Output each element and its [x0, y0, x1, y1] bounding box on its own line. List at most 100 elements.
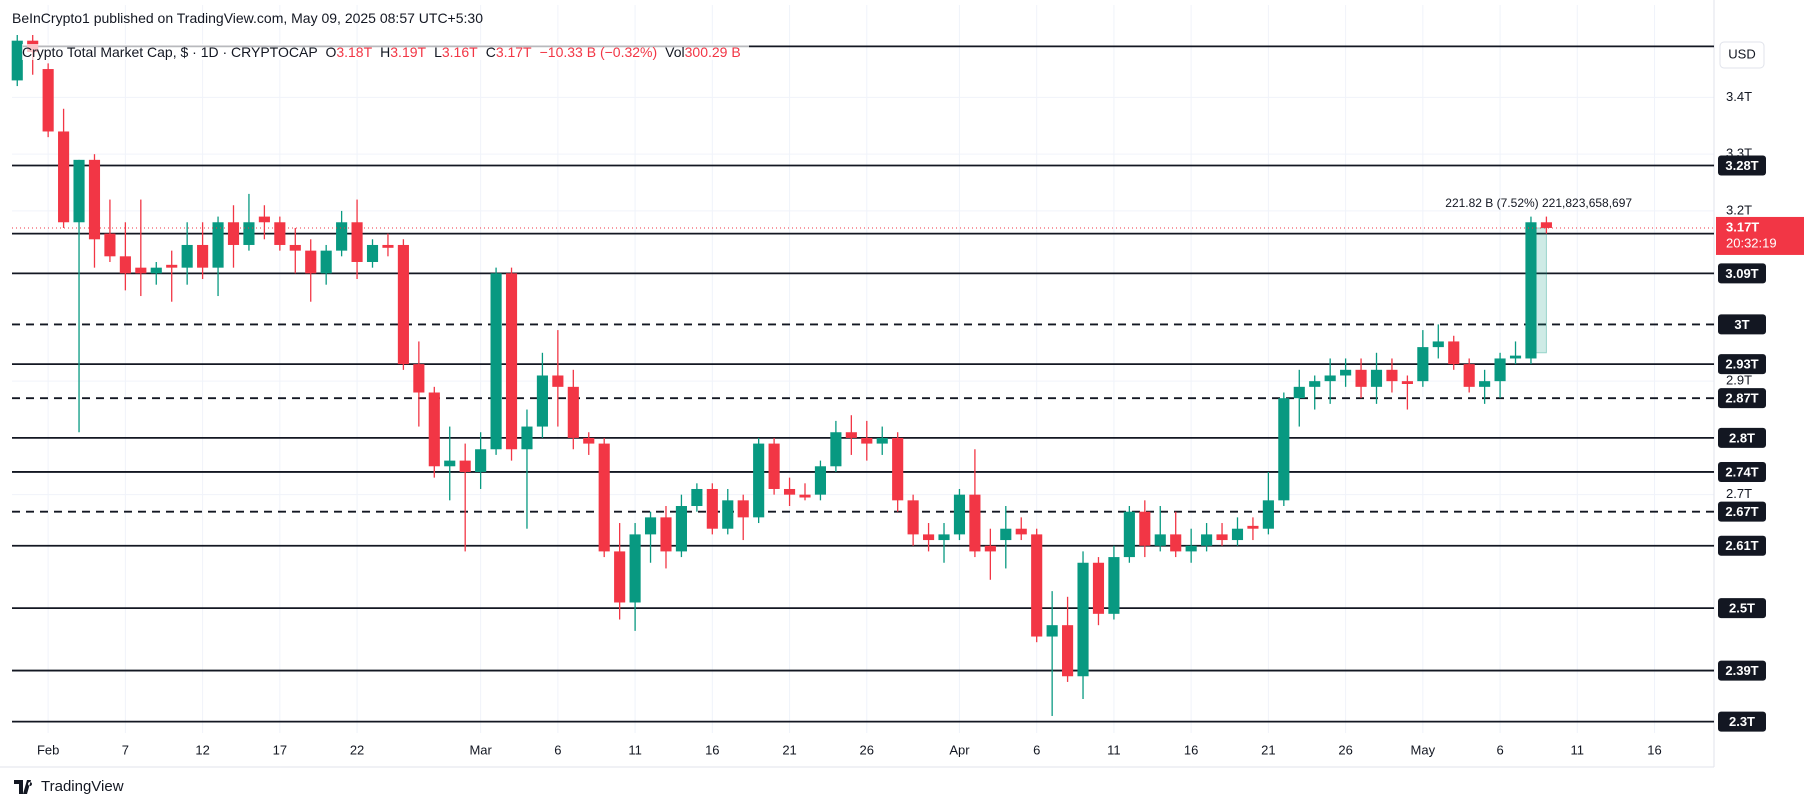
candle-body — [197, 244, 209, 268]
candle-body — [150, 267, 162, 274]
candle-body — [660, 517, 672, 552]
candle-body — [243, 222, 255, 245]
candle-body — [1185, 545, 1197, 552]
candle-body — [1525, 222, 1537, 359]
ohlc-value: 3.16T — [441, 44, 478, 60]
candle-body — [42, 69, 54, 132]
candle-body — [1201, 534, 1213, 546]
candle-body — [536, 375, 548, 427]
ohlc-key: H — [380, 44, 391, 60]
candle-body — [459, 460, 471, 472]
level-label-box — [1718, 598, 1766, 619]
candle-body — [583, 437, 595, 444]
candle-body — [505, 273, 518, 450]
candle-body — [1123, 511, 1135, 558]
ohlc-legend: Crypto Total Market Cap, $ · 1D · CRYPTO… — [22, 44, 749, 60]
candle-body — [861, 437, 873, 444]
candle-body — [1340, 369, 1352, 376]
level-label-box — [1718, 155, 1766, 176]
ohlc-value: 3.19T — [390, 44, 427, 60]
candle-body — [969, 494, 981, 552]
level-label: 2.74T — [1725, 464, 1758, 479]
candle-body — [1463, 364, 1475, 387]
candle-body — [1247, 525, 1259, 529]
level-label-box — [1718, 660, 1766, 681]
x-tick-label: 11 — [628, 742, 642, 757]
candle-body — [227, 222, 240, 245]
candle-body — [382, 244, 394, 248]
candle-body — [938, 534, 950, 541]
y-tick-label: 3.4T — [1726, 89, 1752, 104]
candle-body — [845, 432, 857, 438]
candle-body — [336, 222, 348, 251]
publisher-header: BeInCrypto1 published on TradingView.com… — [12, 10, 483, 26]
footer-text: TradingView — [41, 778, 124, 795]
ohlc-key: O — [325, 44, 337, 60]
candle-body — [1170, 534, 1182, 552]
candle-body — [1154, 534, 1166, 546]
candle-body — [490, 273, 502, 450]
level-label: 3T — [1734, 317, 1749, 332]
countdown: 20:32:19 — [1726, 235, 1777, 250]
candle-body — [567, 386, 579, 438]
candle-body — [737, 500, 749, 518]
candle-body — [876, 437, 888, 444]
candle-body — [397, 244, 409, 365]
level-label: 2.5T — [1729, 601, 1755, 616]
level-label: 2.87T — [1725, 391, 1758, 406]
candle-body — [830, 432, 842, 467]
level-label: 2.93T — [1725, 357, 1758, 372]
x-tick-label: 21 — [782, 742, 796, 757]
level-label-box — [1718, 427, 1766, 448]
candle-body — [691, 488, 703, 507]
candle-body — [1309, 381, 1321, 387]
candle-body — [1540, 222, 1552, 228]
symbol-title: Crypto Total Market Cap, $ · 1D · CRYPTO… — [22, 44, 318, 60]
currency: USD — [1728, 46, 1755, 61]
level-label: 3.09T — [1725, 266, 1758, 281]
x-tick-label: 17 — [273, 742, 287, 757]
y-tick-label: 3.2T — [1726, 202, 1752, 217]
candle-body — [1417, 347, 1429, 382]
level-label-box — [1718, 711, 1766, 732]
candle-body — [1293, 386, 1305, 399]
candle-body — [73, 159, 85, 223]
candle-body — [984, 545, 996, 552]
candle-body — [1216, 534, 1228, 541]
x-tick-label: Apr — [949, 742, 970, 757]
candle-body — [814, 466, 827, 495]
y-tick-label: 2.7T — [1726, 486, 1752, 501]
level-label: 2.39T — [1725, 663, 1758, 678]
candle-body — [166, 264, 178, 268]
volume: 300.29 B — [684, 44, 741, 60]
ohlc-key: C — [485, 44, 496, 60]
candle-body — [366, 244, 379, 262]
x-tick-label: 6 — [554, 742, 561, 757]
candle-body — [1448, 341, 1460, 365]
candle-body — [1139, 511, 1151, 546]
candle-body — [1092, 562, 1105, 614]
candle-body — [923, 534, 935, 541]
candle-body — [675, 506, 687, 552]
candle-body — [1479, 381, 1491, 387]
candle-body — [953, 494, 966, 535]
x-tick-label: 6 — [1496, 742, 1503, 757]
level-label-box — [1718, 263, 1766, 284]
level-label: 3.28T — [1725, 158, 1758, 173]
level-label-box — [1718, 501, 1766, 522]
x-tick-label: 26 — [1338, 742, 1352, 757]
candle-body — [274, 222, 286, 245]
x-tick-label: 16 — [1647, 742, 1661, 757]
x-tick-label: 11 — [1571, 742, 1585, 757]
candle-body — [892, 437, 904, 501]
candle-body — [444, 460, 456, 467]
candle-body — [413, 364, 425, 393]
candle-body — [135, 267, 147, 274]
candle-body — [11, 40, 23, 81]
ohlc-value: 3.17T — [495, 44, 532, 60]
x-tick-label: May — [1411, 742, 1436, 757]
x-tick-label: 7 — [122, 742, 129, 757]
candle-body — [351, 222, 363, 262]
